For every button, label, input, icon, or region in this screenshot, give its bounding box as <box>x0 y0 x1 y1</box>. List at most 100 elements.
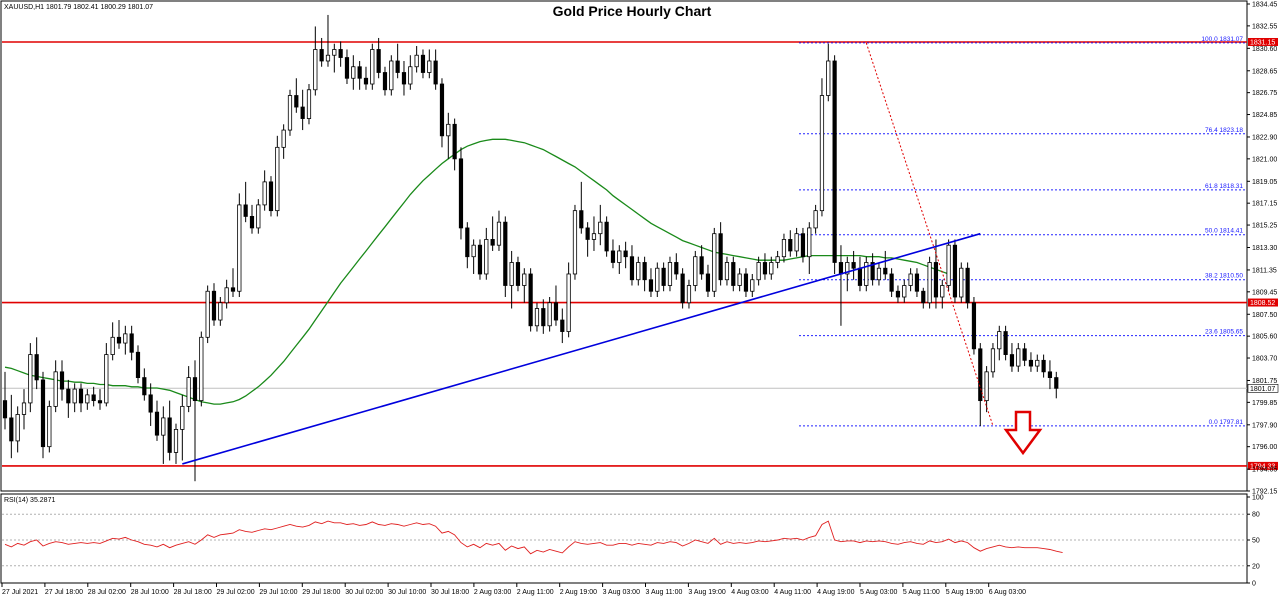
candle-body <box>617 250 622 263</box>
candle <box>249 204 255 234</box>
candle-body <box>351 66 356 79</box>
candle-body <box>53 371 58 407</box>
candle <box>484 227 489 280</box>
candle <box>47 400 52 453</box>
candle <box>351 55 356 90</box>
candle <box>123 325 128 355</box>
candle-body <box>667 262 673 286</box>
candle-body <box>541 308 546 327</box>
candle-body <box>490 239 495 246</box>
candle-body <box>762 262 768 275</box>
candle <box>224 279 229 309</box>
candle <box>978 343 983 426</box>
candle <box>997 325 1002 361</box>
candle-body <box>699 256 704 275</box>
candle-body <box>376 49 381 73</box>
candle <box>731 256 736 292</box>
candle-body <box>838 262 844 275</box>
candle <box>883 250 888 280</box>
candle <box>9 394 14 459</box>
candle-body <box>807 227 812 258</box>
fib-level-label: 61.8 1818.31 <box>1205 183 1243 190</box>
x-tick-label: 3 Aug 11:00 <box>646 589 683 596</box>
candle-body <box>585 227 590 240</box>
candle-body <box>446 123 451 137</box>
candle-body <box>154 411 160 436</box>
candle <box>496 210 502 251</box>
candle <box>959 262 964 303</box>
candle <box>933 239 939 309</box>
candle <box>211 283 217 326</box>
candle-body <box>471 244 476 258</box>
fib-level-label: 76.4 1823.18 <box>1205 127 1243 134</box>
candle <box>446 112 451 159</box>
candle <box>851 250 856 280</box>
price-axis: 1834.45 1832.55 1830.60 1828.65 1826.75 1824.… <box>1247 2 1277 496</box>
candle <box>97 389 103 410</box>
candle-body <box>680 273 685 304</box>
x-tick-label: 30 Jul 10:00 <box>388 589 426 596</box>
candle <box>902 279 907 303</box>
candle-body <box>205 290 210 338</box>
y-tick-label: 1824.85 <box>1252 112 1277 119</box>
candle <box>142 368 147 401</box>
fib-level-label: 100.0 1831.07 <box>1201 36 1243 43</box>
fib-level-label: 0.0 1797.81 <box>1209 419 1244 426</box>
y-tick-label: 1809.45 <box>1252 289 1277 296</box>
x-tick-label: 28 Jul 10:00 <box>131 589 169 596</box>
candle-body <box>971 302 977 350</box>
candle-body <box>509 262 514 286</box>
candle <box>186 366 191 413</box>
candle <box>21 389 27 430</box>
y-tick-label: 1792.15 <box>1252 489 1277 496</box>
candle-body <box>123 333 128 344</box>
candle-body <box>908 273 913 286</box>
candle <box>718 222 723 286</box>
candle-body <box>414 54 419 68</box>
candle-body <box>566 273 571 332</box>
candle-body <box>47 405 52 448</box>
candle <box>332 43 337 73</box>
candle <box>218 297 223 326</box>
candle <box>522 268 527 303</box>
candle-body <box>610 250 616 263</box>
candle <box>91 386 96 407</box>
level-price-box <box>1248 461 1278 470</box>
candle <box>53 360 58 413</box>
rsi-tick-label: 20 <box>1252 563 1260 570</box>
candle-body <box>737 273 742 286</box>
candle <box>921 287 926 309</box>
candle <box>344 49 350 85</box>
y-tick-label: 1821.00 <box>1252 156 1277 163</box>
moving-average-line <box>4 138 949 405</box>
candle <box>173 423 179 464</box>
y-tick-label: 1817.15 <box>1252 201 1277 208</box>
candle-body <box>528 273 533 327</box>
x-tick-label: 4 Aug 03:00 <box>731 589 768 596</box>
candle-body <box>433 60 438 85</box>
candle <box>85 389 90 410</box>
candle-body <box>66 388 71 404</box>
candle-body <box>211 290 217 321</box>
candle-body <box>724 262 730 281</box>
candle <box>1028 352 1034 372</box>
candle <box>129 325 134 361</box>
candle <box>167 400 172 461</box>
candle-body <box>40 379 46 448</box>
candle-body <box>262 181 267 206</box>
candle-body <box>192 377 198 402</box>
x-tick-label: 30 Jul 18:00 <box>431 589 469 596</box>
y-tick-label: 1815.25 <box>1252 223 1277 230</box>
candle-body <box>281 129 286 148</box>
candle <box>275 135 280 217</box>
candle <box>465 222 470 269</box>
candle <box>376 37 381 79</box>
candle-body <box>705 273 711 292</box>
candle-body <box>142 377 147 396</box>
candle <box>414 46 419 73</box>
candle <box>15 406 20 453</box>
candle-body <box>389 60 394 91</box>
candle-body <box>984 371 989 402</box>
candle-body <box>895 290 901 298</box>
candle-body <box>813 210 818 229</box>
